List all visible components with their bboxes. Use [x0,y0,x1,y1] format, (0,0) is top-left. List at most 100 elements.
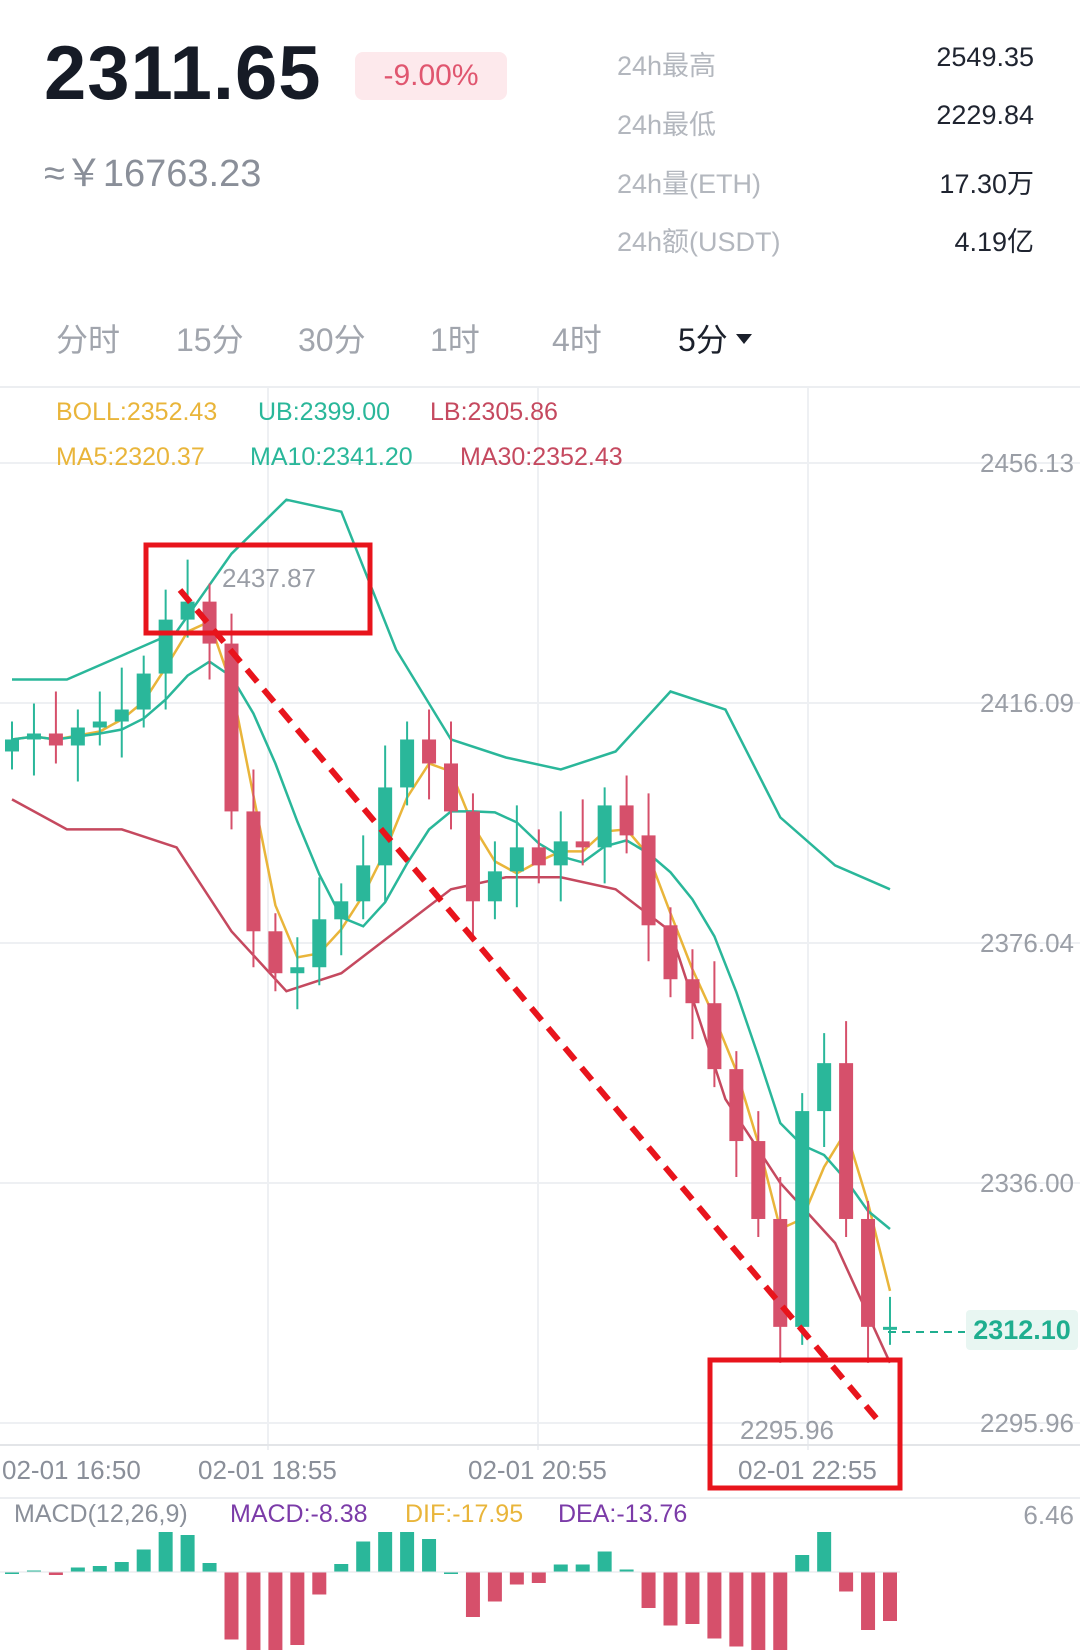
candle-down [839,1063,854,1219]
stat-label-high: 24h最高 [617,51,717,81]
macd-bar-up [795,1555,810,1572]
macd-bar-up [356,1541,371,1572]
macd-title: MACD(12,26,9) [14,1500,188,1528]
y-tick-3: 2376.04 [980,928,1074,958]
macd-bar-down [531,1572,546,1583]
macd-bar-down [751,1572,766,1650]
candle-up [5,739,19,752]
macd-bar-up [422,1539,437,1572]
macd-bar-up [5,1572,19,1574]
kline-chart[interactable] [0,388,1080,1650]
tab-4h[interactable]: 4时 [552,322,602,358]
macd-bar-down [465,1572,480,1617]
macd-bar-down [48,1572,63,1575]
candle-up [92,721,107,728]
stat-label-low: 24h最低 [617,110,717,140]
macd-bar-up [334,1564,349,1572]
candle-up [136,673,151,710]
candle-down [619,805,634,836]
macd-bar-up [92,1566,107,1572]
macd-bar-down [839,1572,854,1592]
tab-5m[interactable]: 5分 [678,315,752,361]
candles [5,559,897,1363]
candle-up [26,733,41,740]
candle-down [751,1141,766,1219]
candle-up [597,805,612,848]
candle-up [114,709,129,722]
macd-bar-up [180,1535,195,1572]
tab-1h[interactable]: 1时 [430,322,480,358]
candle-down [663,925,678,980]
trend-line [177,588,885,1427]
candle-down [444,763,458,812]
macd-bar-down [685,1572,700,1624]
macd-bar-down [641,1572,656,1608]
caret-down-icon [735,333,752,344]
macd-bar-down [663,1572,678,1626]
tab-timeshare[interactable]: 分时 [56,322,121,358]
macd-bar-down [246,1572,261,1650]
candle-down [729,1069,744,1142]
macd-bar-up [619,1569,634,1572]
candle-up [795,1111,810,1327]
candle-up [883,1326,897,1330]
x-tick-3: 02-01 20:55 [468,1455,607,1485]
macd-bar-down [224,1572,239,1640]
candle-down [531,847,546,866]
macd-bar-down [883,1572,897,1621]
ma10-label: MA10:2341.20 [250,443,413,471]
high-price-label: 2437.87 [222,563,316,593]
ma30-label: MA30:2352.43 [460,443,623,471]
macd-bar-down [707,1572,722,1639]
candle-down [465,811,480,902]
candle-up [180,601,195,620]
tab-30m[interactable]: 30分 [298,322,366,358]
macd-dif: DIF:-17.95 [405,1500,524,1528]
candle-up [334,901,349,920]
macd-bar-down [268,1572,283,1650]
macd-bar-up [136,1549,151,1572]
candle-down [422,739,437,764]
high-highlight-box [143,542,373,636]
candle-up [817,1063,832,1112]
y-tick-4: 2336.00 [980,1168,1074,1198]
candle-up [509,847,524,872]
candle-up [400,739,415,788]
macd-panel [0,1532,900,1650]
ub-label: UB:2399.00 [258,398,391,426]
candle-up [553,841,568,866]
x-tick-2: 02-01 18:55 [198,1455,337,1485]
macd-bar-up [444,1572,458,1574]
x-tick-4: 02-01 22:55 [738,1455,877,1485]
candle-down [268,931,283,974]
lb-label: LB:2305.86 [430,398,558,426]
tab-15m[interactable]: 15分 [176,322,244,358]
candle-up [312,919,327,968]
tab-5m-label: 5分 [678,322,728,358]
macd-bar-up [158,1532,173,1572]
candle-up [378,787,393,866]
macd-bar-up [553,1564,568,1572]
last-price: 2311.65 [44,31,322,116]
macd-bar-down [509,1572,524,1585]
candle-up [158,619,173,674]
macd-bar-down [312,1572,327,1595]
macd-bar-down [729,1572,744,1647]
low-price-label: 2295.96 [740,1415,834,1445]
candle-down [246,811,261,932]
lower-band-line [11,798,892,1364]
boll-label: BOLL:2352.43 [56,398,218,426]
macd-bar-down [773,1572,788,1650]
macd-bar-up [817,1532,832,1572]
candle-up [290,967,305,974]
candle-down [641,835,656,926]
macd-bar-up [575,1564,590,1572]
candle-down [224,643,239,812]
candle-down [685,979,700,1004]
stat-value-turnover: 4.19亿 [954,227,1034,257]
macd-dea: DEA:-13.76 [558,1500,688,1528]
stat-value-volume: 17.30万 [939,169,1034,199]
stat-label-turnover: 24h额(USDT) [617,227,781,257]
ma5-label: MA5:2320.37 [56,443,205,471]
macd-bar-down [861,1572,876,1630]
